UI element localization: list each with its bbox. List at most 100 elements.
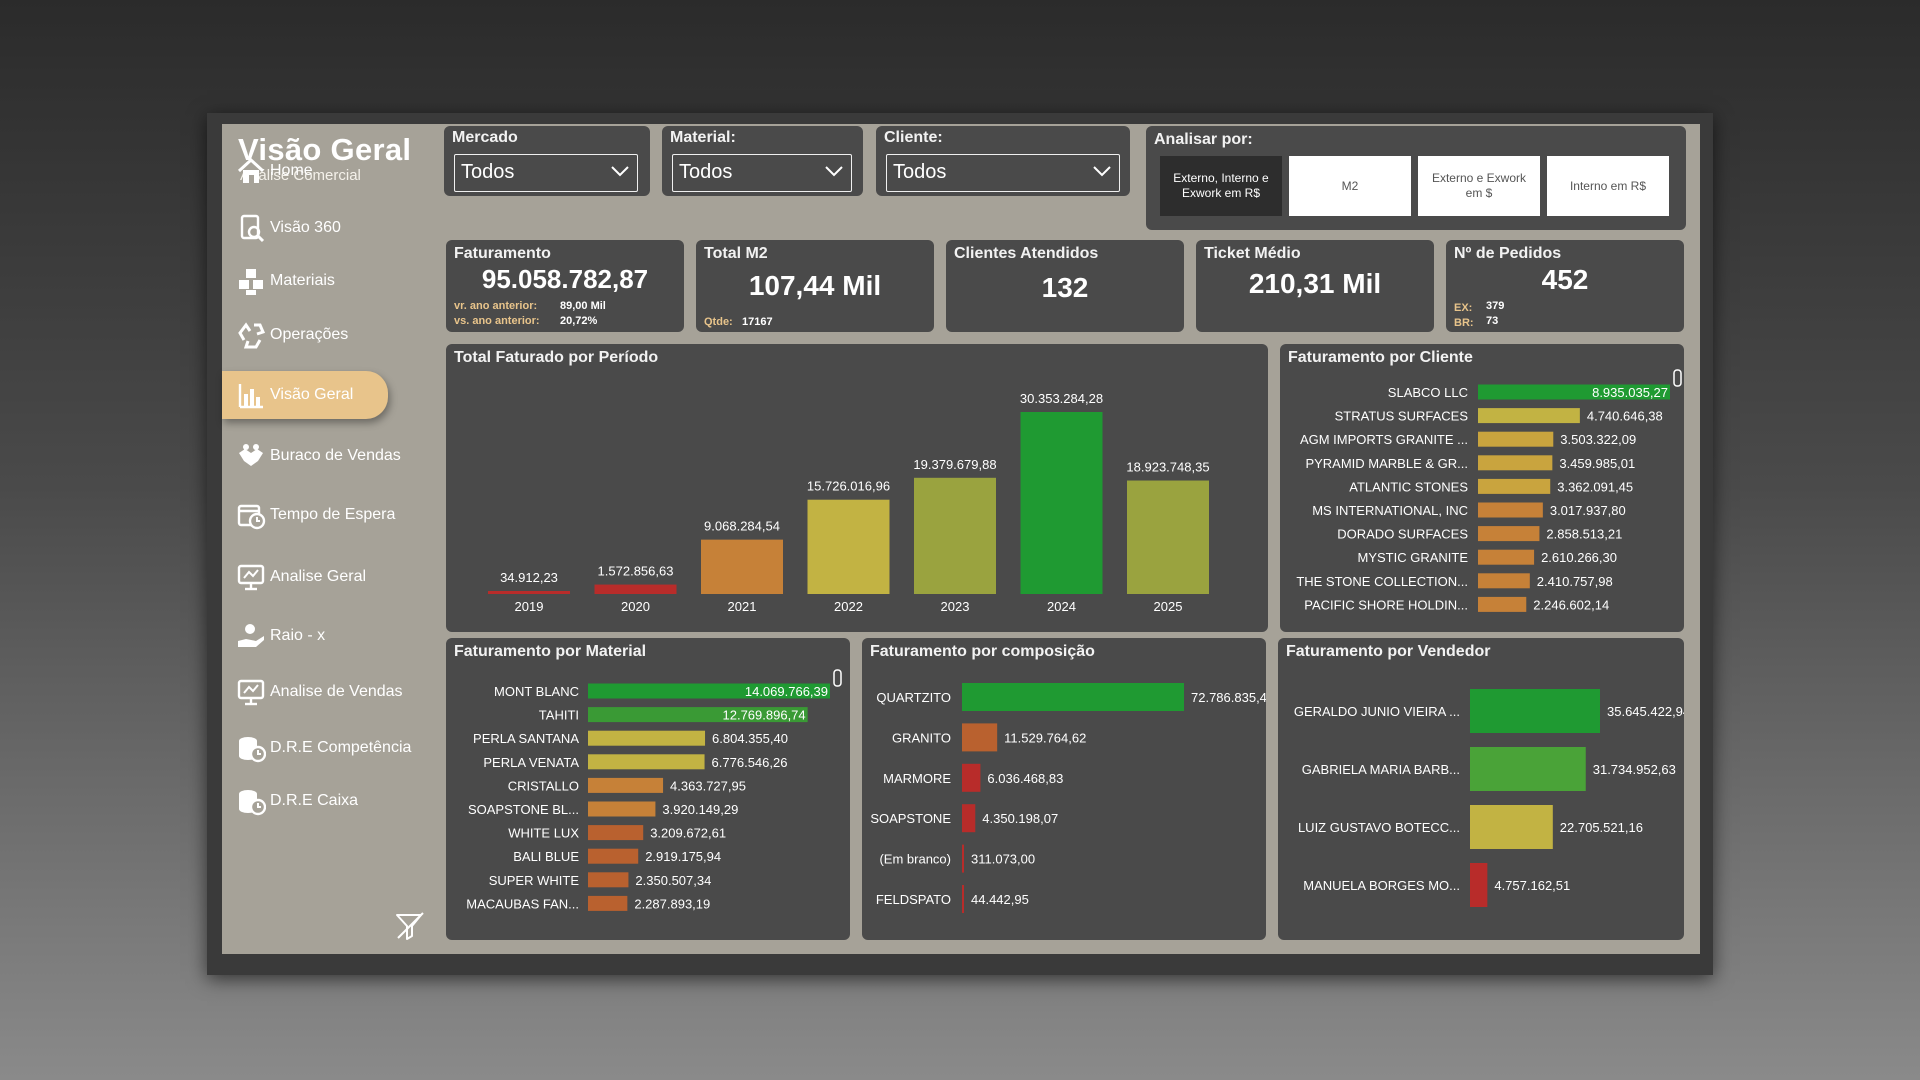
kpi-clientes-title: Clientes Atendidos	[954, 245, 1099, 262]
coins-clock-icon	[239, 737, 266, 763]
cliente-dropdown[interactable]: Todos	[886, 154, 1120, 192]
cliente-bar-value: 2.610.266,30	[1541, 550, 1617, 565]
material-bar-value: 3.920.149,29	[662, 802, 738, 817]
chart-faturamento-material: Faturamento por Material MONT BLANC 14.06…	[446, 638, 850, 940]
period-bar-value: 1.572.856,63	[598, 564, 674, 579]
period-axis-label: 2025	[1154, 599, 1183, 614]
cliente-bar-value: 3.503.322,09	[1560, 432, 1636, 447]
kpi-pedidos-title: Nº de Pedidos	[1454, 245, 1562, 262]
ex-label: EX:	[1454, 302, 1473, 314]
cliente-bar-value: 3.017.937,80	[1550, 503, 1626, 518]
chevron-down-icon	[1093, 166, 1111, 177]
period-bar-value: 30.353.284,28	[1020, 391, 1103, 406]
filter-mercado: Mercado Todos	[444, 126, 650, 196]
cliente-bar	[1478, 573, 1530, 589]
sidebar-item-tempo-de-espera[interactable]: Tempo de Espera	[222, 491, 430, 539]
mercado-dropdown[interactable]: Todos	[454, 154, 638, 192]
sidebar-item-vis-o-360[interactable]: Visão 360	[222, 204, 430, 252]
sidebar-item-label: D.R.E Caixa	[270, 792, 359, 809]
cliente-bar-value: 3.459.985,01	[1559, 456, 1635, 471]
material-bar	[588, 777, 664, 793]
period-bar	[914, 477, 996, 594]
cliente-bar	[1478, 431, 1554, 447]
period-bar-value: 18.923.748,35	[1126, 460, 1209, 475]
kpi-pedidos-value: 452	[1541, 264, 1589, 295]
br-value: 73	[1486, 315, 1499, 327]
cliente-bar	[1478, 478, 1551, 494]
cliente-category-label: MYSTIC GRANITE	[1357, 550, 1468, 565]
period-bar	[488, 591, 570, 594]
material-bar	[588, 872, 629, 888]
sidebar-item-home[interactable]: Home	[222, 147, 430, 195]
period-axis-label: 2020	[621, 599, 650, 614]
chart-periodo-title: Total Faturado por Período	[454, 349, 659, 366]
calendar-clock-icon	[237, 504, 266, 530]
kpi-ticket-value: 210,31 Mil	[1248, 268, 1382, 299]
chart-vendedor-title: Faturamento por Vendedor	[1286, 643, 1491, 660]
sidebar-item-analise-de-vendas[interactable]: Analise de Vendas	[222, 668, 430, 716]
sidebar-item-materiais[interactable]: Materiais	[222, 257, 430, 305]
home-icon	[237, 157, 265, 183]
vendedor-bar-value: 4.757.162,51	[1494, 878, 1570, 893]
cliente-category-label: AGM IMPORTS GRANITE ...	[1300, 432, 1468, 447]
analisar-option-1[interactable]: M2	[1289, 156, 1411, 216]
analisar-option-0[interactable]: Externo, Interno e Exwork em R$	[1160, 156, 1282, 216]
kpi-ticket-medio: Ticket Médio 210,31 Mil	[1196, 240, 1434, 332]
sidebar-item-label: Analise de Vendas	[270, 683, 403, 700]
sidebar-item-buraco-de-vendas[interactable]: Buraco de Vendas	[222, 432, 430, 480]
period-bar-value: 19.379.679,88	[913, 457, 996, 472]
period-bar	[807, 499, 890, 594]
sidebar-item-label: Materiais	[270, 272, 335, 289]
sidebar-item-vis-o-geral[interactable]: Visão Geral	[222, 371, 388, 419]
material-bar-value: 2.350.507,34	[635, 873, 711, 888]
material-category-label: BALI BLUE	[513, 849, 579, 864]
material-category-label: WHITE LUX	[508, 826, 579, 841]
analisar-option-2[interactable]: Externo e Exwork em $	[1418, 156, 1540, 216]
sidebar-subtitle: Análise Comercial	[240, 167, 361, 184]
composicao-bar-value: 4.350.198,07	[982, 811, 1058, 826]
material-bar	[588, 801, 656, 817]
cliente-bar	[1478, 502, 1543, 518]
cliente-category-label: THE STONE COLLECTION...	[1296, 574, 1468, 589]
scrollbar-thumb	[833, 669, 842, 687]
kpi-ticket-title: Ticket Médio	[1204, 245, 1301, 262]
cliente-bar	[1478, 384, 1670, 400]
composicao-bar	[962, 763, 981, 792]
material-category-label: PERLA SANTANA	[473, 731, 579, 746]
period-axis-label: 2019	[515, 599, 544, 614]
material-bar	[588, 848, 639, 864]
vendedor-category-label: GERALDO JUNIO VIEIRA ...	[1294, 704, 1460, 719]
material-bar	[588, 754, 705, 770]
cliente-bar	[1478, 549, 1535, 565]
analisar-option-3[interactable]: Interno em R$	[1547, 156, 1669, 216]
sidebar-item-label: D.R.E Competência	[270, 739, 412, 756]
filter-cliente: Cliente: Todos	[876, 126, 1130, 196]
money-hand-icon	[238, 624, 264, 647]
clear-filter-icon[interactable]	[394, 910, 426, 942]
period-bar-value: 9.068.284,54	[704, 519, 780, 534]
composicao-bar	[962, 683, 1184, 711]
sidebar-item-label: Buraco de Vendas	[270, 447, 401, 464]
sidebar-item-label: Visão 360	[270, 219, 341, 236]
sidebar-item-raio-x[interactable]: Raio - x	[222, 612, 430, 660]
sidebar-item-analise-geral[interactable]: Analise Geral	[222, 553, 430, 601]
sidebar-item-opera-es[interactable]: Operações	[222, 311, 430, 359]
kpi-faturamento-title: Faturamento	[454, 245, 551, 262]
material-dropdown[interactable]: Todos	[672, 154, 852, 192]
coins-clock-icon	[239, 790, 266, 816]
cliente-bar	[1478, 526, 1540, 542]
qtde-label: Qtde:	[704, 316, 733, 328]
vendedor-bar	[1470, 747, 1586, 791]
vendedor-category-label: LUIZ GUSTAVO BOTECC...	[1298, 820, 1460, 835]
sidebar-item-d-r-e-caixa[interactable]: D.R.E Caixa	[222, 777, 430, 825]
kpi-faturamento-value: 95.058.782,87	[481, 264, 649, 294]
prev-year-value: 89,00 Mil	[560, 300, 606, 312]
material-bar-value: 6.776.546,26	[712, 755, 788, 770]
material-bar	[588, 895, 628, 911]
composicao-bar-value: 11.529.764,62	[1004, 730, 1086, 745]
material-value: Todos	[679, 161, 733, 183]
chevron-down-icon	[825, 166, 843, 177]
chart-faturamento-composicao: Faturamento por composição QUARTZITO 72.7…	[862, 638, 1266, 940]
material-bar-value: 3.209.672,61	[650, 826, 726, 841]
sidebar-item-d-r-e-compet-ncia[interactable]: D.R.E Competência	[222, 724, 430, 772]
